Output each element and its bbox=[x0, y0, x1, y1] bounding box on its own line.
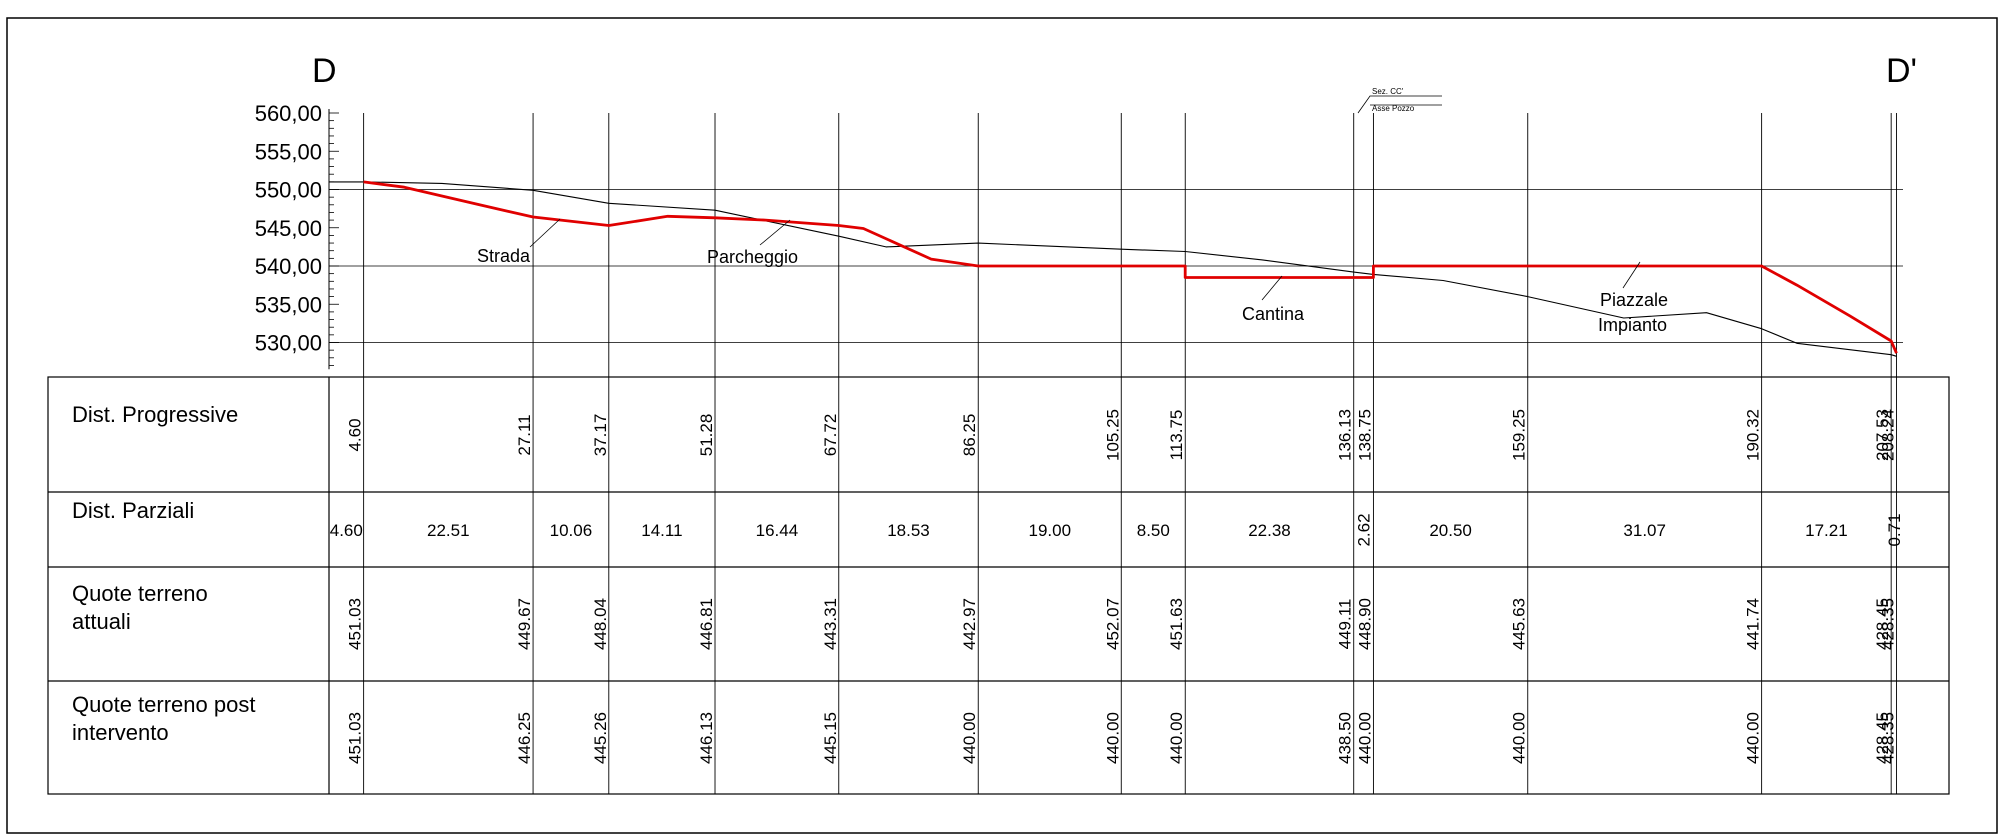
partial-distance-value: 19.00 bbox=[1029, 521, 1072, 540]
strada-label: Strada bbox=[477, 246, 531, 266]
partial-distance-value: 22.38 bbox=[1248, 521, 1291, 540]
ground-post-value: 446.25 bbox=[515, 712, 534, 764]
partial-distance-value: 0.71 bbox=[1885, 513, 1904, 546]
ground-current-value: 428.45 bbox=[1873, 598, 1892, 650]
station-value: 190.32 bbox=[1744, 409, 1763, 461]
station-value: 207.53 bbox=[1873, 409, 1892, 461]
section-end-label: D' bbox=[1886, 52, 1917, 90]
ground-post-value: 451.03 bbox=[346, 712, 365, 764]
partial-distance-value: 8.50 bbox=[1137, 521, 1170, 540]
ground-post-value: 440.00 bbox=[1355, 712, 1374, 764]
station-value: 136.13 bbox=[1336, 409, 1355, 461]
partial-distance-value: 31.07 bbox=[1623, 521, 1666, 540]
ground-post-value: 440.00 bbox=[1744, 712, 1763, 764]
impianto-label: Impianto bbox=[1598, 315, 1667, 335]
ground-current-value: 445.63 bbox=[1510, 598, 1529, 650]
ground-post-value: 440.00 bbox=[1510, 712, 1529, 764]
section-cc-label: Sez. CC' bbox=[1372, 87, 1404, 96]
elevation-axis: 560,00 555,00 550,00 545,00 540,00 535,00 530,… bbox=[255, 101, 339, 370]
station-value: 86.25 bbox=[960, 414, 979, 457]
ground-current-value: 428.35 bbox=[1879, 598, 1898, 650]
ground-current-value: 451.03 bbox=[346, 598, 365, 650]
profile-plot bbox=[329, 113, 1903, 377]
pozzo-leader: Sez. CC' Asse Pozzo bbox=[1357, 87, 1442, 114]
partial-distance-value: 22.51 bbox=[427, 521, 470, 540]
ground-current-value: 448.90 bbox=[1355, 598, 1374, 650]
elevation-tick-label: 545,00 bbox=[255, 216, 322, 241]
partial-distance-value: 20.50 bbox=[1429, 521, 1472, 540]
elevation-tick-label: 560,00 bbox=[255, 101, 322, 126]
ground-post-value: 428.45 bbox=[1873, 712, 1892, 764]
elevation-tick-label: 530,00 bbox=[255, 331, 322, 356]
station-value: 37.17 bbox=[591, 414, 610, 457]
partial-distance-value: 16.44 bbox=[756, 521, 799, 540]
elevation-tick-label: 540,00 bbox=[255, 254, 322, 279]
ground-post-value: 440.00 bbox=[960, 712, 979, 764]
ground-current-value: 442.97 bbox=[960, 598, 979, 650]
ground-current-value: 449.11 bbox=[1336, 599, 1355, 650]
station-value: 138.75 bbox=[1355, 409, 1374, 461]
existing-ground-line bbox=[329, 181, 1897, 357]
station-value: 159.25 bbox=[1510, 409, 1529, 461]
ground-post-value: 445.15 bbox=[821, 712, 840, 764]
partial-distance-value: 18.53 bbox=[887, 521, 930, 540]
ground-post-value: 445.26 bbox=[591, 712, 610, 764]
design-ground-line bbox=[363, 180, 1898, 354]
partial-distance-value: 4.60 bbox=[330, 521, 363, 540]
elevation-tick-label: 535,00 bbox=[255, 292, 322, 317]
station-value: 208.24 bbox=[1879, 409, 1898, 461]
ground-current-value: 446.81 bbox=[697, 598, 716, 650]
partial-distance-value: 10.06 bbox=[550, 521, 593, 540]
ground-post-value: 446.13 bbox=[697, 712, 716, 764]
station-value: 105.25 bbox=[1103, 409, 1122, 461]
partial-distance-value: 14.11 bbox=[641, 521, 682, 540]
ground-current-value: 443.31 bbox=[821, 598, 840, 650]
ground-current-value: 441.74 bbox=[1744, 598, 1763, 650]
ground-current-value: 448.04 bbox=[591, 598, 610, 650]
parcheggio-label: Parcheggio bbox=[707, 247, 798, 267]
elevation-tick-label: 550,00 bbox=[255, 178, 322, 203]
elevation-tick-label: 555,00 bbox=[255, 139, 322, 164]
cantina-label: Cantina bbox=[1242, 304, 1305, 324]
partial-distance-value: 17.21 bbox=[1805, 521, 1848, 540]
ground-current-value: 452.07 bbox=[1103, 598, 1122, 650]
profile-table: Dist. Progressive Dist. Parziali Quote t… bbox=[47, 376, 1950, 795]
station-value: 4.60 bbox=[346, 418, 365, 451]
ground-current-value: 451.63 bbox=[1167, 598, 1186, 650]
profile-annotations: Strada Parcheggio Cantina Piazzale Impia… bbox=[477, 218, 1668, 335]
row-label-attuali: Quote terreno attuali bbox=[72, 581, 214, 634]
ground-post-value: 440.00 bbox=[1103, 712, 1122, 764]
drawing-frame bbox=[6, 17, 1998, 834]
ground-post-value: 438.50 bbox=[1336, 712, 1355, 764]
station-value: 113.75 bbox=[1167, 410, 1186, 461]
table-values: 4.60 451.03 451.03 27.11 449.67 446.25 37.17 44… bbox=[330, 377, 1904, 794]
ground-post-value: 440.00 bbox=[1167, 712, 1186, 764]
station-value: 51.28 bbox=[697, 414, 716, 457]
row-label-progressive: Dist. Progressive bbox=[72, 402, 238, 427]
piazzale-label: Piazzale bbox=[1600, 290, 1668, 310]
ground-current-value: 449.67 bbox=[515, 598, 534, 650]
station-value: 27.11 bbox=[515, 414, 534, 455]
pozzo-axis-label: Asse Pozzo bbox=[1372, 104, 1415, 113]
station-value: 67.72 bbox=[821, 414, 840, 457]
row-label-parziali: Dist. Parziali bbox=[72, 498, 194, 523]
row-label-post: Quote terreno post intervento bbox=[72, 692, 262, 745]
partial-distance-value: 2.62 bbox=[1355, 513, 1374, 546]
ground-post-value: 428.35 bbox=[1879, 712, 1898, 764]
section-start-label: D bbox=[312, 52, 337, 90]
